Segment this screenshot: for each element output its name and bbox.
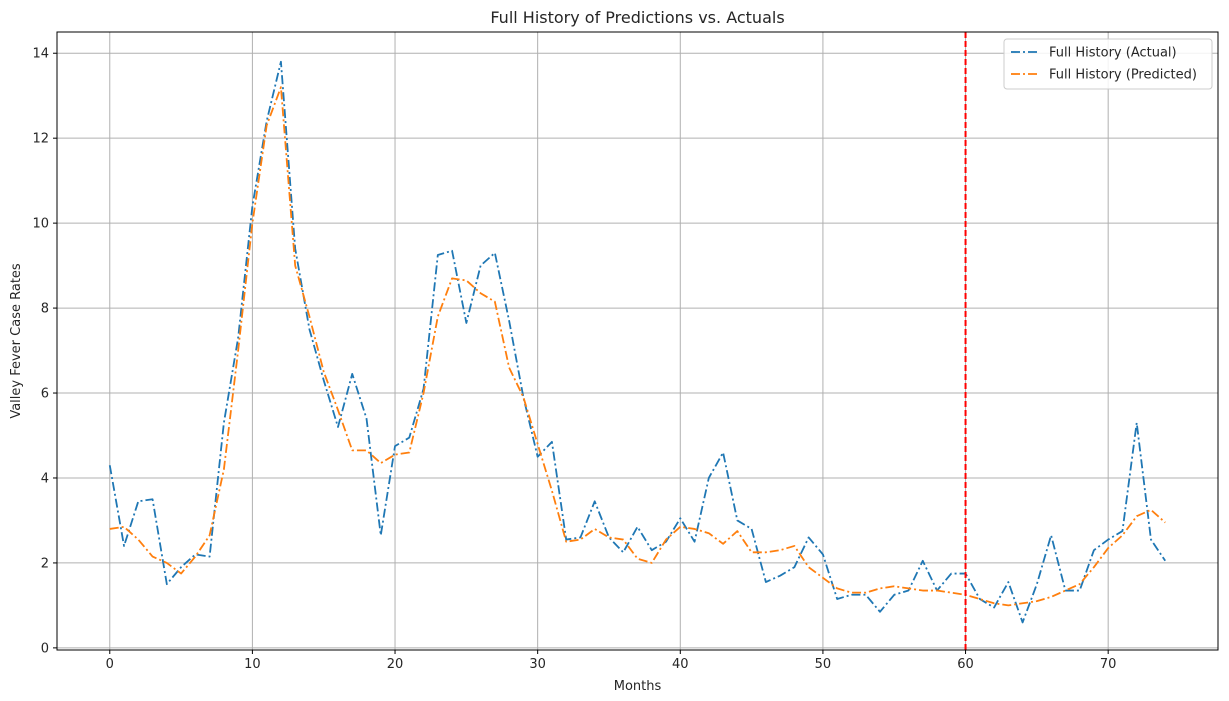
y-tick-label: 4 [41,471,49,486]
x-tick-label: 0 [106,657,114,672]
x-axis-label: Months [614,679,662,694]
y-tick-label: 12 [32,132,49,147]
plot-frame [56,31,1219,651]
y-tick-label: 6 [41,387,49,402]
series-line-actual [108,60,1166,624]
chart-title: Full History of Predictions vs. Actuals [490,8,784,27]
x-tick-label: 10 [244,657,261,672]
y-tick-label: 10 [32,217,49,232]
legend-label-predicted: Full History (Predicted) [1049,68,1197,83]
axis-ticks: 0 10 20 30 40 50 60 70 0 2 4 6 8 10 12 14 [32,47,1116,672]
x-tick-label: 40 [672,657,689,672]
x-tick-label: 20 [387,657,404,672]
y-tick-label: 14 [32,47,49,62]
grid-lines [57,32,1218,650]
y-tick-label: 0 [41,641,49,656]
x-tick-label: 50 [815,657,832,672]
legend: Full History (Actual) Full History (Pred… [1003,38,1213,90]
x-tick-label: 60 [957,657,974,672]
y-axis-label: Valley Fever Case Rates [9,263,24,419]
x-tick-label: 30 [529,657,546,672]
series-layer [108,60,1166,624]
series-line-predicted [109,86,1166,607]
legend-box [1003,38,1213,90]
x-tick-label: 70 [1100,657,1117,672]
y-tick-label: 8 [41,302,49,317]
legend-label-actual: Full History (Actual) [1049,46,1177,61]
y-tick-label: 2 [41,556,49,571]
